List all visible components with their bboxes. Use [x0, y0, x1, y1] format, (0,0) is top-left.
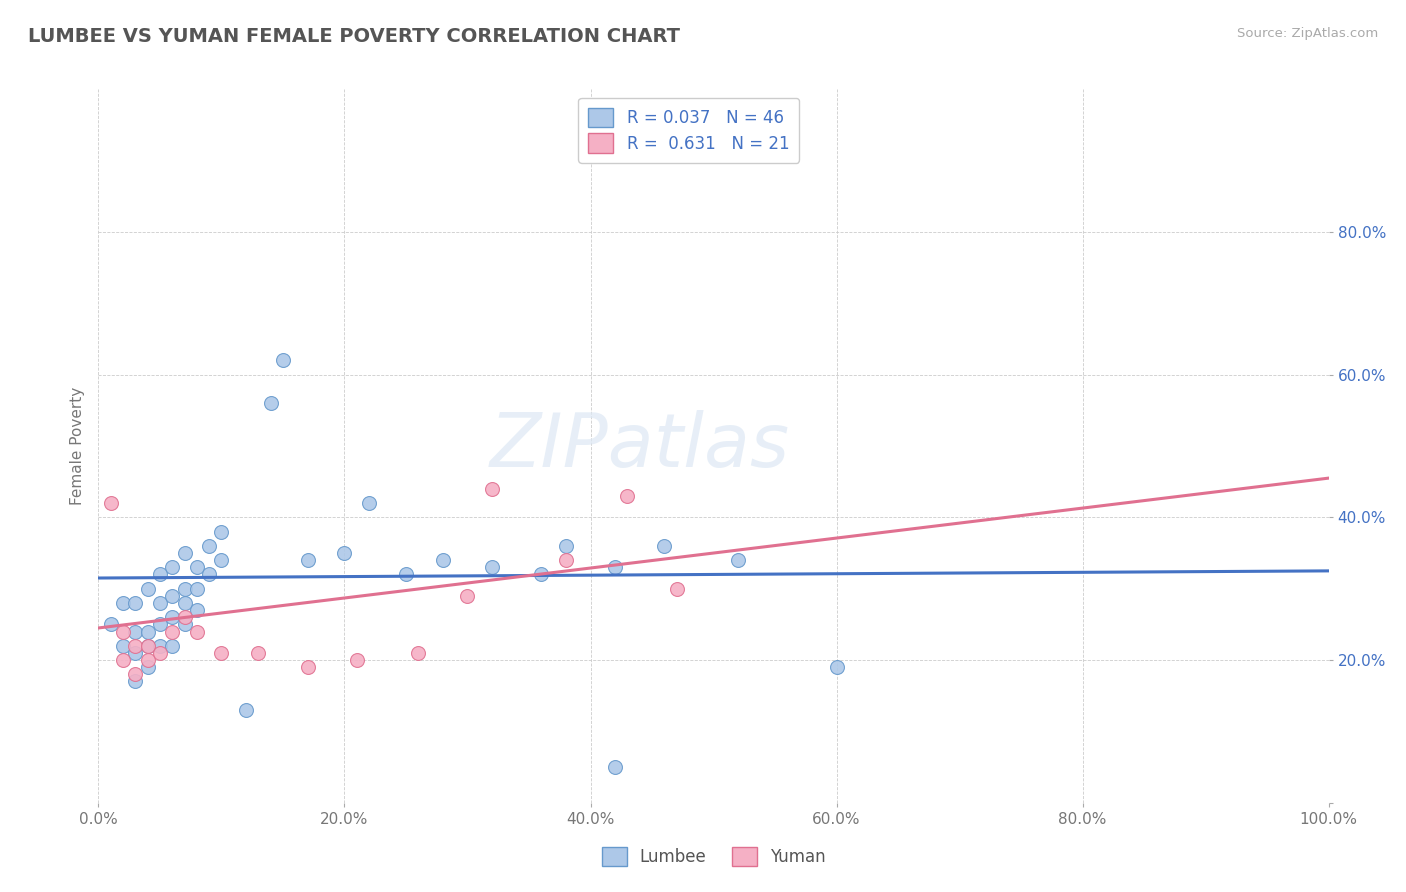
Point [124, 624, 146, 639]
Point [149, 646, 172, 660]
Point [247, 646, 270, 660]
Point [554, 539, 576, 553]
Point [149, 639, 172, 653]
Point [173, 546, 195, 560]
Point [112, 596, 135, 610]
Point [100, 617, 122, 632]
Point [297, 553, 319, 567]
Point [124, 674, 146, 689]
Point [124, 667, 146, 681]
Point [605, 560, 627, 574]
Point [333, 546, 356, 560]
Point [162, 624, 183, 639]
Point [211, 553, 233, 567]
Point [605, 760, 627, 774]
Point [346, 653, 368, 667]
Point [112, 653, 135, 667]
Point [665, 582, 688, 596]
Point [481, 482, 503, 496]
Point [136, 660, 159, 674]
Text: LUMBEE VS YUMAN FEMALE POVERTY CORRELATION CHART: LUMBEE VS YUMAN FEMALE POVERTY CORRELATI… [28, 27, 681, 45]
Point [554, 553, 576, 567]
Point [100, 496, 122, 510]
Point [124, 639, 146, 653]
Point [124, 646, 146, 660]
Point [186, 603, 208, 617]
Point [825, 660, 848, 674]
Point [162, 560, 183, 574]
Text: ZIPatlas: ZIPatlas [489, 410, 790, 482]
Point [359, 496, 381, 510]
Point [162, 639, 183, 653]
Point [136, 624, 159, 639]
Point [616, 489, 638, 503]
Point [112, 639, 135, 653]
Point [211, 646, 233, 660]
Point [173, 610, 195, 624]
Point [136, 582, 159, 596]
Point [530, 567, 553, 582]
Text: Source: ZipAtlas.com: Source: ZipAtlas.com [1237, 27, 1378, 40]
Y-axis label: Female Poverty: Female Poverty [69, 387, 84, 505]
Point [652, 539, 676, 553]
Legend: Lumbee, Yuman: Lumbee, Yuman [595, 840, 832, 873]
Point [271, 353, 294, 368]
Point [149, 567, 172, 582]
Point [235, 703, 257, 717]
Point [136, 639, 159, 653]
Point [162, 589, 183, 603]
Point [186, 560, 208, 574]
Point [149, 617, 172, 632]
Point [124, 596, 146, 610]
Point [297, 660, 319, 674]
Point [260, 396, 283, 410]
Point [198, 567, 221, 582]
Point [395, 567, 418, 582]
Point [173, 617, 195, 632]
Point [173, 582, 195, 596]
Point [162, 610, 183, 624]
Point [456, 589, 478, 603]
Point [408, 646, 430, 660]
Point [186, 582, 208, 596]
Point [186, 624, 208, 639]
Point [727, 553, 749, 567]
Point [211, 524, 233, 539]
Point [112, 624, 135, 639]
Point [432, 553, 454, 567]
Point [149, 596, 172, 610]
Point [198, 539, 221, 553]
Point [136, 653, 159, 667]
Point [136, 639, 159, 653]
Point [173, 596, 195, 610]
Point [481, 560, 503, 574]
